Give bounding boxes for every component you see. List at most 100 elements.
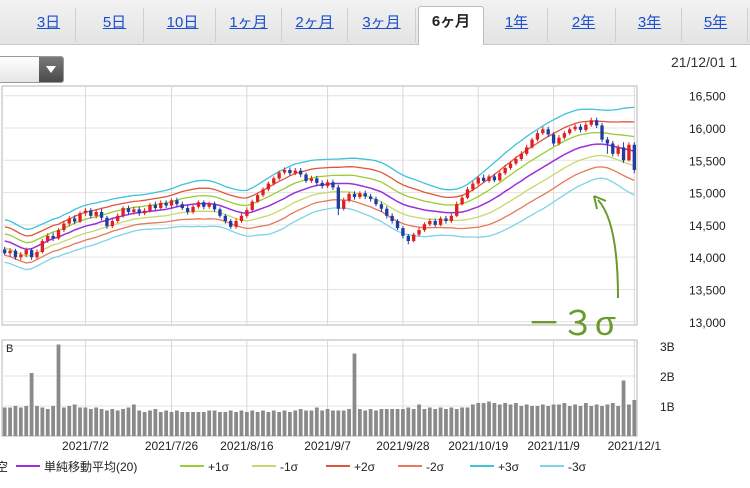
- candle: [347, 191, 351, 203]
- candle: [525, 144, 529, 156]
- volume-bar: [390, 409, 395, 436]
- volume-bar: [325, 409, 330, 436]
- candle-body: [498, 173, 502, 181]
- candle-body: [578, 126, 583, 130]
- volume-bar: [492, 403, 497, 436]
- x-tick-label: 2021/12/1: [608, 439, 662, 453]
- candle-body: [352, 193, 357, 198]
- candle: [535, 130, 540, 142]
- candle: [412, 232, 416, 243]
- candle: [363, 190, 367, 200]
- candle: [132, 206, 136, 215]
- volume-bar: [508, 404, 513, 436]
- candle-body: [239, 215, 244, 222]
- volume-bar: [239, 410, 244, 436]
- annotation-arrowhead: [593, 195, 607, 210]
- candle-body: [191, 206, 195, 212]
- volume-bar: [288, 412, 292, 436]
- candle: [476, 175, 480, 186]
- volume-bar: [110, 409, 115, 436]
- candle-body: [185, 208, 190, 212]
- volume-bar: [627, 404, 631, 436]
- candle-body: [202, 202, 206, 207]
- volume-bar: [594, 404, 599, 436]
- candle-body: [557, 137, 561, 144]
- candle: [229, 219, 233, 229]
- volume-bar: [266, 412, 271, 436]
- candle-body: [212, 203, 217, 210]
- candle: [40, 239, 45, 254]
- chart-type-dropdown[interactable]: [0, 56, 64, 83]
- candle: [315, 175, 319, 186]
- candle-body: [460, 197, 464, 205]
- volume-bar: [320, 410, 325, 436]
- candle: [568, 127, 572, 136]
- candle-body: [471, 183, 475, 190]
- volume-bar: [562, 403, 567, 436]
- volume-bar: [261, 410, 265, 436]
- candle-body: [401, 228, 405, 236]
- band-plus-2-sigma: [4, 120, 635, 237]
- x-tick-label: 2021/7/26: [145, 439, 199, 453]
- candle-body: [218, 209, 222, 216]
- candle-body: [83, 210, 88, 214]
- volume-bar: [476, 403, 481, 436]
- candle-body: [309, 178, 314, 181]
- volume-bar: [99, 409, 104, 436]
- tab-10-days[interactable]: 10日: [150, 8, 216, 42]
- candle: [390, 213, 394, 224]
- volume-panel: [1, 339, 638, 437]
- tab-3-days[interactable]: 3日: [22, 8, 76, 42]
- candle: [218, 207, 222, 218]
- candle: [519, 151, 523, 161]
- candle: [621, 142, 626, 163]
- candle-body: [35, 252, 39, 258]
- volume-bar: [352, 353, 357, 436]
- axis-labels: 16,500 16,000 15,500 15,000 14,500 14,000 13,5…: [6, 90, 726, 453]
- tab-2-months[interactable]: 2ヶ月: [282, 8, 348, 42]
- volume-bar: [45, 409, 50, 436]
- candle-body: [385, 208, 389, 216]
- candle: [169, 198, 174, 208]
- volume-bar: [395, 409, 400, 436]
- tab-3-months[interactable]: 3ヶ月: [348, 8, 416, 42]
- volume-bar: [417, 404, 421, 436]
- volume-bar: [487, 401, 491, 436]
- candle: [282, 167, 287, 175]
- volume-bar: [56, 344, 61, 436]
- tab-1-year[interactable]: 1年: [486, 8, 548, 42]
- candle-body: [605, 139, 610, 144]
- candle: [207, 201, 211, 209]
- legend-label: +1σ: [208, 460, 230, 474]
- tab-2-years[interactable]: 2年: [552, 8, 616, 42]
- candle: [261, 187, 265, 198]
- tab-5-days[interactable]: 5日: [86, 8, 144, 42]
- candle: [530, 137, 534, 149]
- tab-5-years[interactable]: 5年: [684, 8, 748, 42]
- volume-unit-label: B: [6, 343, 13, 355]
- dropdown-arrow-icon: [39, 57, 63, 82]
- candle-body: [621, 147, 626, 161]
- tab-6-months[interactable]: 6ヶ月: [418, 6, 484, 45]
- volume-bar: [406, 407, 411, 436]
- candle: [498, 171, 502, 182]
- volume-bar: [557, 404, 561, 436]
- volume-bar: [309, 410, 314, 436]
- volume-bar: [83, 407, 88, 436]
- tab-3-years[interactable]: 3年: [618, 8, 682, 42]
- candle: [239, 213, 244, 223]
- volume-bar: [298, 409, 303, 436]
- volume-bar: [600, 406, 604, 436]
- candle: [196, 200, 201, 209]
- volume-bar: [126, 407, 131, 436]
- candle: [557, 135, 561, 146]
- candle: [298, 168, 303, 178]
- legend-label: 単純移動平均(20): [44, 460, 137, 474]
- candle: [320, 180, 324, 189]
- volume-bar: [314, 407, 319, 436]
- volume-bar: [573, 404, 577, 436]
- candle-body: [164, 202, 168, 206]
- tab-1-month[interactable]: 1ヶ月: [216, 8, 282, 42]
- price-tick-label: 14,500: [689, 219, 726, 233]
- candle-body: [13, 250, 18, 258]
